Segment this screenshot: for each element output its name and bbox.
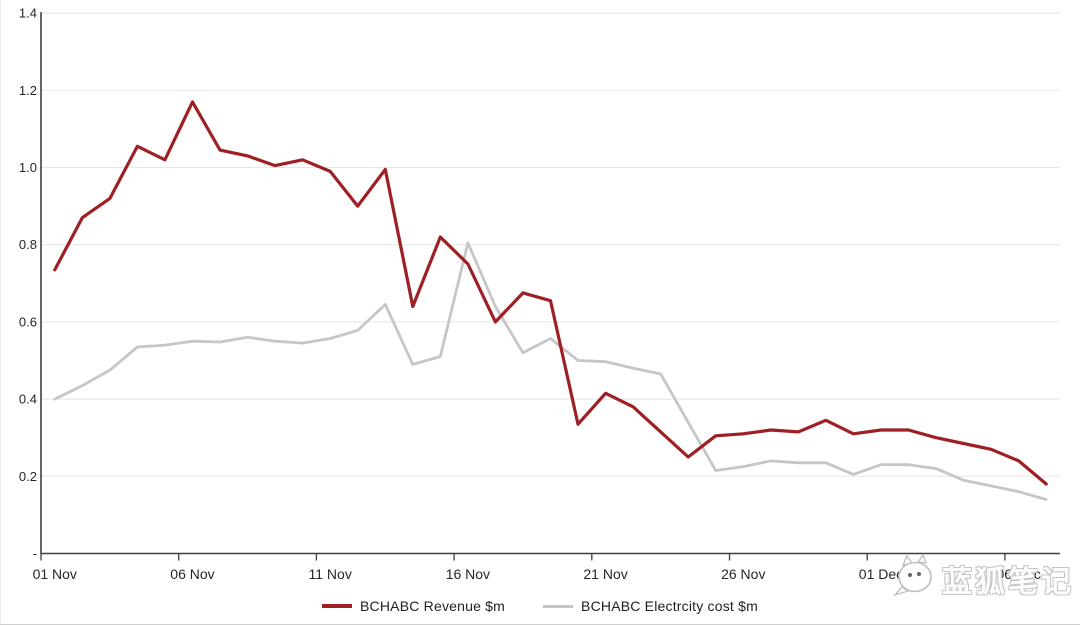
x-axis-tick-label: 01 Nov: [33, 566, 77, 582]
revenue-legend-label: BCHABC Revenue $m: [360, 598, 506, 614]
revenue-line: [53, 100, 1048, 486]
y-axis-tick-label: 0.6: [19, 314, 37, 329]
x-axis-tick-label: 06 Dec: [997, 566, 1041, 582]
y-axis-tick-label: 1.0: [19, 160, 37, 175]
y-axis-tick-label: 0.4: [19, 392, 37, 407]
legend-item-revenue: BCHABC Revenue $m: [322, 598, 505, 614]
electricity-line-swatch: [543, 604, 574, 608]
chart-legend: BCHABC Revenue $m BCHABC Electrcity cost…: [0, 598, 1080, 614]
legend-item-electricity: BCHABC Electrcity cost $m: [543, 598, 758, 614]
x-axis-tick-label: 01 Dec: [859, 566, 903, 582]
x-axis-tick-label: 26 Nov: [721, 566, 765, 582]
y-axis-tick-label: 1.2: [19, 83, 37, 98]
x-axis-tick-label: 16 Nov: [446, 566, 490, 582]
revenue-line-swatch: [322, 604, 353, 608]
x-axis-tick-label: 21 Nov: [583, 566, 627, 582]
electricity-legend-label: BCHABC Electrcity cost $m: [581, 598, 758, 614]
y-axis-tick-label: 0.2: [19, 469, 37, 484]
electricity-cost-line: [53, 241, 1048, 501]
x-axis-tick-label: 11 Nov: [309, 566, 352, 582]
y-axis-tick-label: 0.8: [19, 237, 37, 252]
y-axis-tick-label: 1.4: [19, 6, 37, 21]
x-axis-tick-label: 06 Nov: [170, 566, 214, 582]
y-axis-tick-label: -: [33, 546, 37, 561]
